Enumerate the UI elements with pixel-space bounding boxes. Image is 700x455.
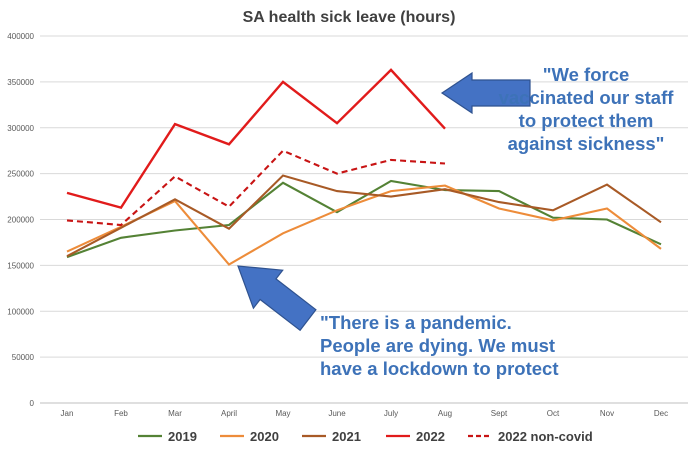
legend: 2019 2020 2021 2022 2022 non-covid	[138, 429, 593, 444]
x-tick-label: Jan	[61, 409, 74, 418]
series-line-2021	[66, 174, 662, 258]
series-layer	[66, 68, 662, 266]
y-tick-label: 300000	[7, 124, 34, 133]
legend-label: 2019	[168, 429, 197, 444]
legend-label: 2020	[250, 429, 279, 444]
x-tick-label: Oct	[547, 409, 560, 418]
legend-label: 2021	[332, 429, 361, 444]
x-axis: Jan Feb Mar April May June July Aug Sept Oct Nov De…	[61, 409, 669, 418]
y-tick-label: 0	[30, 399, 35, 408]
annotation-vaccination: "We force vaccinated our staff to protect …	[499, 64, 675, 154]
x-tick-label: July	[384, 409, 398, 418]
x-tick-label: May	[275, 409, 290, 418]
y-tick-label: 200000	[7, 216, 34, 225]
y-tick-label: 400000	[7, 32, 34, 41]
series-line-2022-non-covid	[66, 149, 446, 227]
x-tick-label: April	[221, 409, 237, 418]
legend-label: 2022 non-covid	[498, 429, 593, 444]
annotation-layer: "We force vaccinated our staff to protect …	[237, 64, 675, 379]
x-tick-label: Aug	[438, 409, 452, 418]
y-tick-label: 150000	[7, 261, 34, 270]
x-tick-label: Sept	[491, 409, 508, 418]
series-line-2022	[66, 68, 446, 209]
y-tick-label: 100000	[7, 307, 34, 316]
y-tick-label: 350000	[7, 78, 34, 87]
arrow-left-icon	[440, 71, 531, 115]
x-tick-label: Dec	[654, 409, 668, 418]
x-tick-label: June	[328, 409, 346, 418]
y-axis: 0 50000 100000 150000 200000 250000 300000 3500…	[7, 32, 34, 408]
x-tick-label: Mar	[168, 409, 182, 418]
legend-label: 2022	[416, 429, 445, 444]
x-tick-label: Feb	[114, 409, 128, 418]
x-tick-label: Nov	[600, 409, 614, 418]
annotation-pandemic: "There is a pandemic. People are dying. W…	[320, 312, 559, 379]
arrow-up-left-icon	[237, 265, 317, 332]
y-tick-label: 250000	[7, 170, 34, 179]
grid-layer	[40, 35, 688, 404]
chart-title: SA health sick leave (hours)	[243, 9, 456, 26]
y-tick-label: 50000	[12, 353, 35, 362]
series-line-2020	[66, 184, 662, 266]
